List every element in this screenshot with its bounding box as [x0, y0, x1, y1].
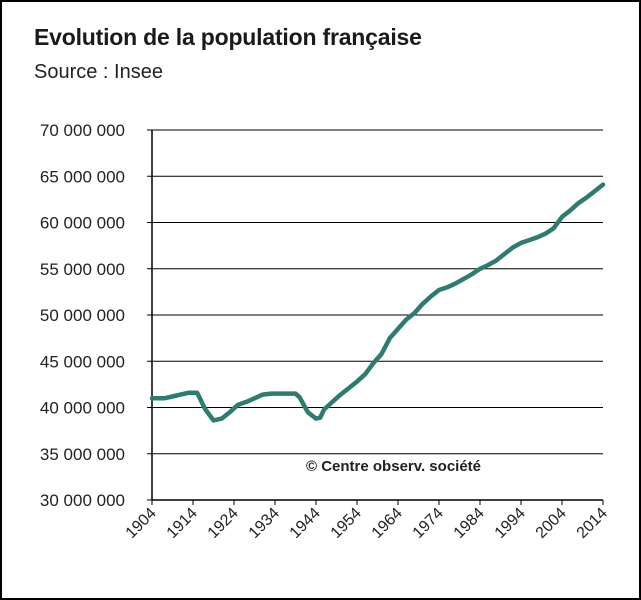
x-tick-label: 1904	[123, 505, 160, 542]
x-tick-label: 1934	[246, 505, 283, 542]
y-tick-label: 30 000 000	[40, 491, 125, 510]
y-tick-label: 40 000 000	[40, 399, 125, 418]
y-tick-label: 45 000 000	[40, 352, 125, 371]
x-tick-label: 1954	[328, 505, 365, 542]
chart-title: Evolution de la population française	[34, 24, 422, 50]
y-tick-label: 55 000 000	[40, 260, 125, 279]
copyright-annotation: © Centre observ. société	[306, 458, 481, 475]
x-tick-label: 2004	[533, 505, 570, 542]
series-line-population	[149, 182, 606, 423]
y-tick-label: 60 000 000	[40, 214, 125, 233]
x-tick-label: 1984	[451, 505, 488, 542]
y-tick-label: 65 000 000	[40, 167, 125, 186]
grid-lines	[152, 129, 603, 455]
y-tick-label: 35 000 000	[40, 445, 125, 464]
y-tick-label: 50 000 000	[40, 306, 125, 325]
x-tick-label: 1924	[205, 505, 242, 542]
chart-subtitle: Source : Insee	[34, 61, 163, 83]
x-tick-label: 1914	[164, 505, 201, 542]
x-tick-label: 1994	[492, 505, 529, 542]
x-tick-label: 1944	[287, 505, 324, 542]
y-axis-ticks: 30 000 000 35 000 000 40 000 000 45 000 000…	[40, 121, 152, 510]
x-tick-label: 1964	[369, 505, 406, 542]
x-tick-label: 2014	[574, 505, 611, 542]
y-tick-label: 70 000 000	[40, 121, 125, 140]
x-axis-ticks: 1904 1914 1924 1934 1944 1954 1964 1974 1984 1994…	[123, 500, 611, 542]
x-tick-label: 1974	[410, 505, 447, 542]
